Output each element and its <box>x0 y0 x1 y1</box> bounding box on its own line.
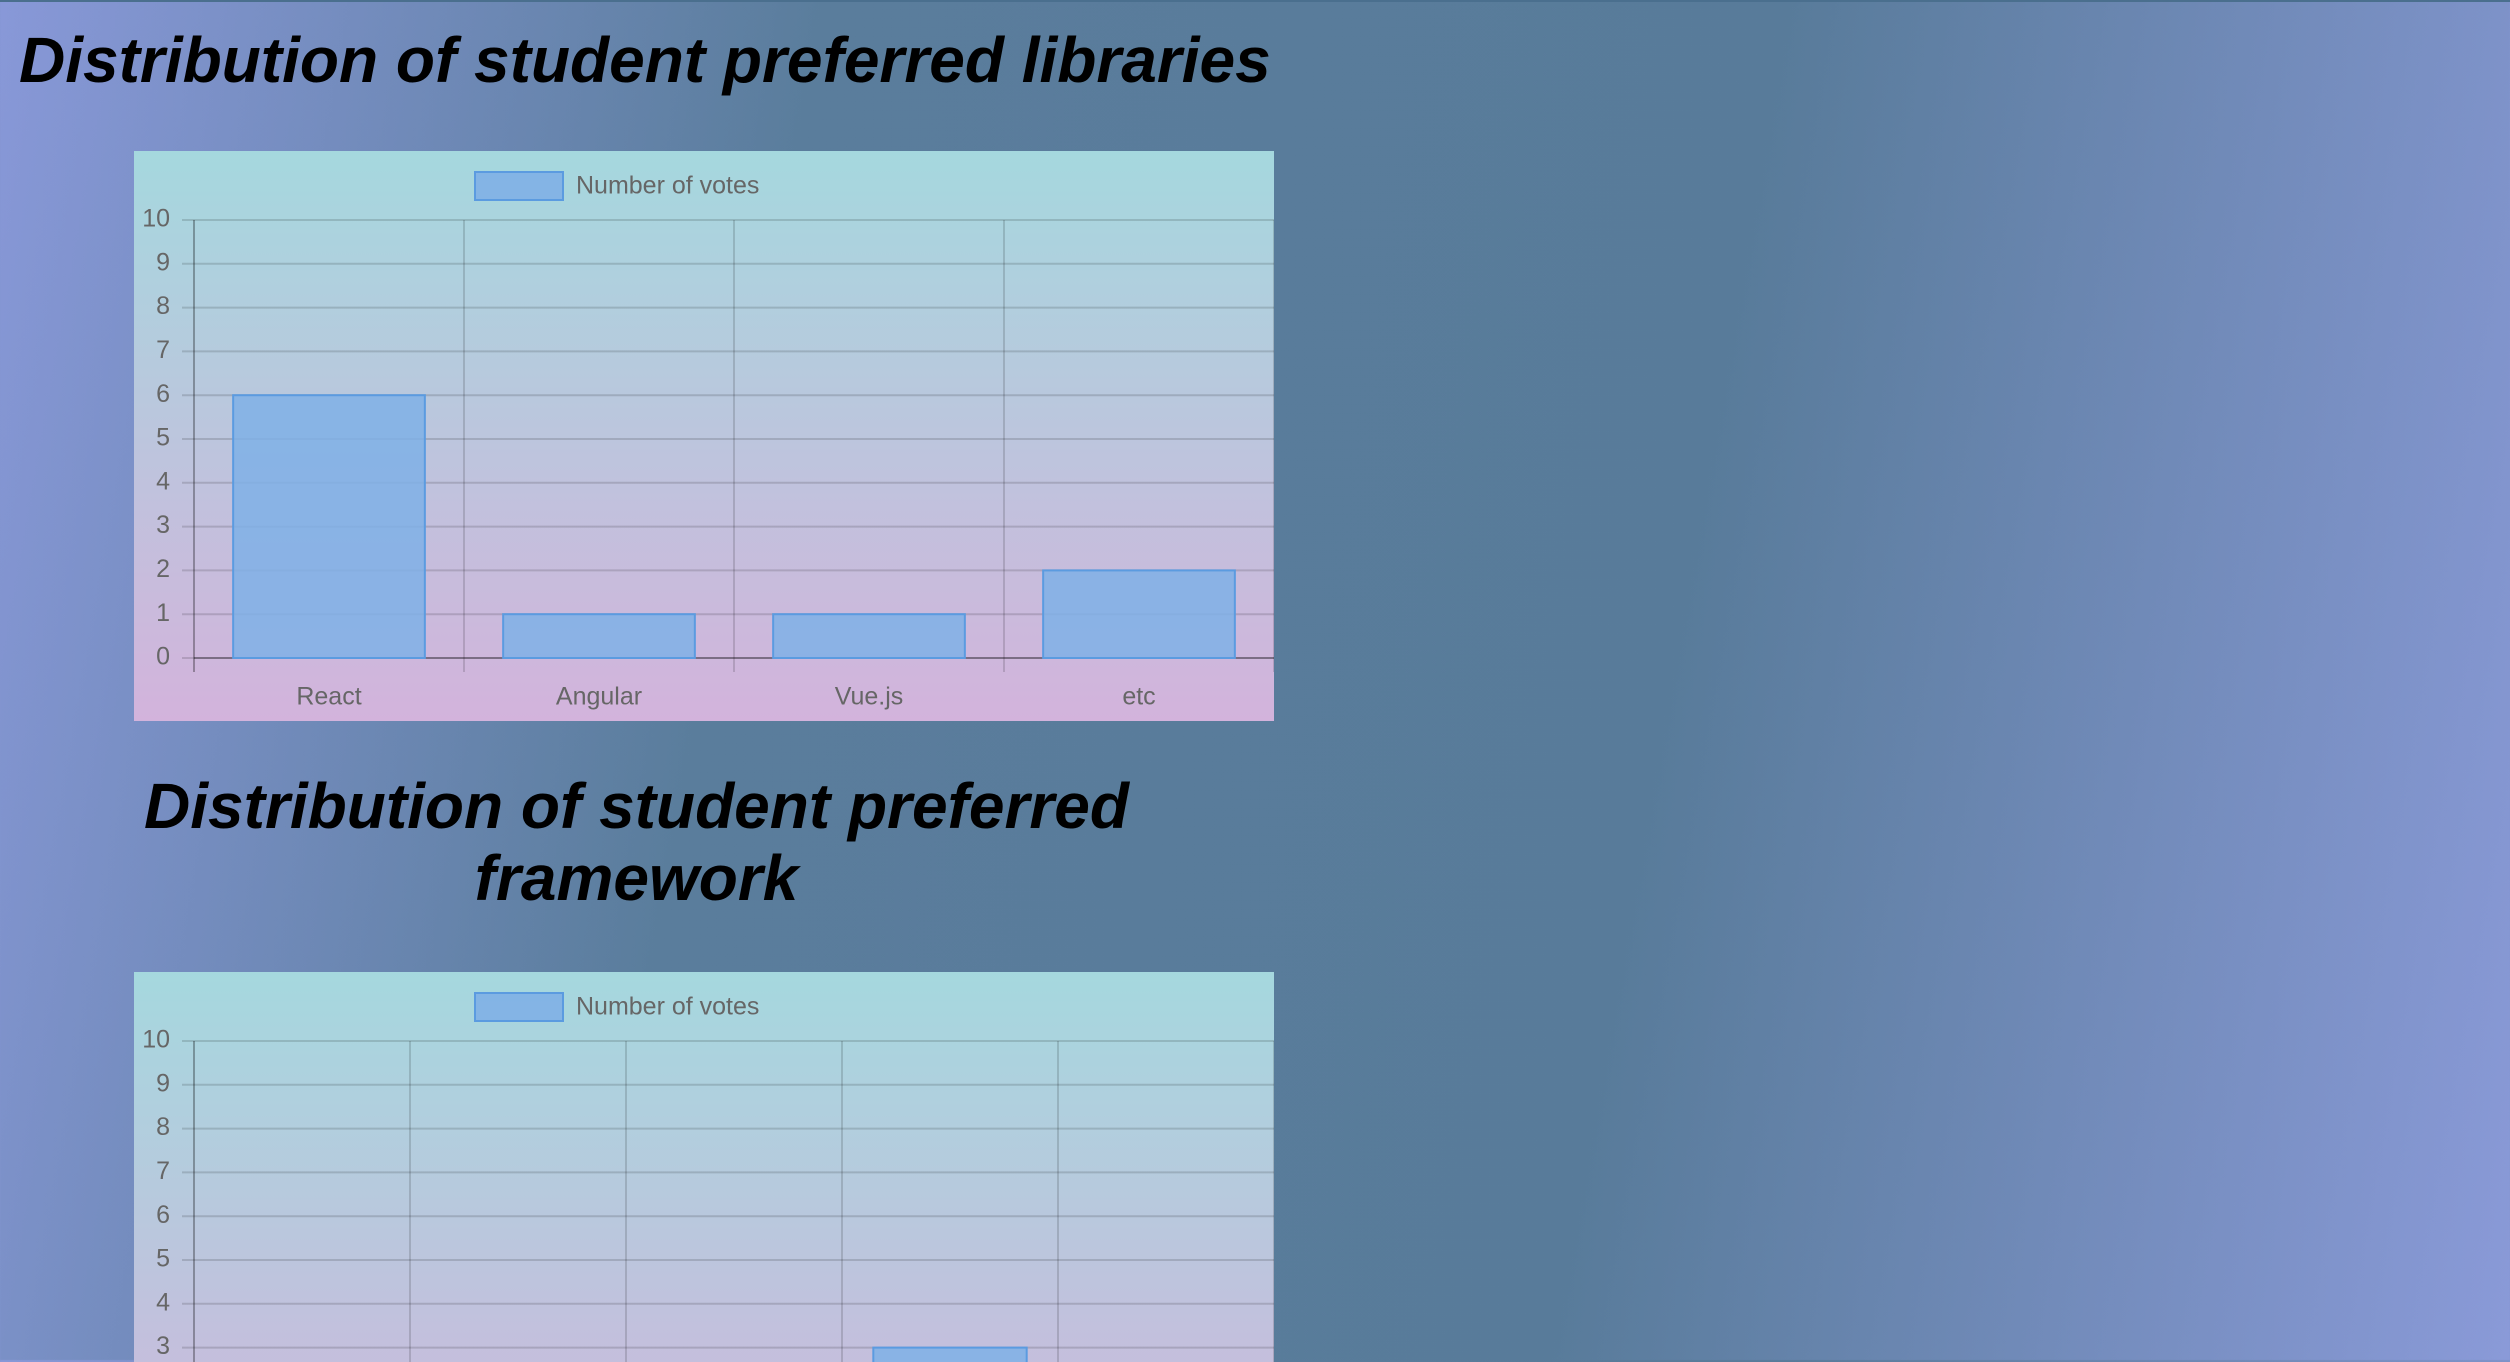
bar <box>1042 569 1236 659</box>
y-tick-label: 4 <box>156 1288 170 1316</box>
y-tick-label: 9 <box>156 1069 170 1097</box>
y-tick-label: 0 <box>156 643 170 671</box>
x-tick-label: etc <box>1122 683 1155 711</box>
x-tick-label: React <box>296 683 361 711</box>
y-tick-label: 5 <box>156 1245 170 1273</box>
y-tick-label: 7 <box>156 336 170 364</box>
chart: Number of votes 0 1 2 3 4 5 6 7 8 9 10 React Angular V… <box>134 151 1274 721</box>
legend-label: Number of votes <box>576 172 759 200</box>
y-tick-label: 10 <box>142 205 170 233</box>
legend-swatch <box>474 992 564 1022</box>
bar <box>502 613 696 660</box>
chart-background <box>134 972 1274 1362</box>
y-tick-label: 4 <box>156 467 170 495</box>
y-tick-label: 3 <box>156 511 170 539</box>
y-tick-label: 6 <box>156 1201 170 1229</box>
legend-swatch <box>474 171 564 201</box>
y-tick-label: 5 <box>156 424 170 452</box>
y-tick-label: 8 <box>156 1113 170 1141</box>
legend-label: Number of votes <box>576 993 759 1021</box>
y-tick-label: 8 <box>156 292 170 320</box>
y-tick-label: 1 <box>156 599 170 627</box>
y-tick-label: 10 <box>142 1026 170 1054</box>
bar <box>772 613 966 660</box>
bar <box>872 1346 1028 1362</box>
chart-title: Distribution of student preferred librar… <box>19 24 1271 96</box>
x-tick-label: Angular <box>556 683 642 711</box>
y-tick-label: 9 <box>156 248 170 276</box>
y-tick-label: 7 <box>156 1157 170 1185</box>
bar <box>232 394 426 659</box>
y-tick-label: 3 <box>156 1332 170 1360</box>
y-tick-label: 2 <box>156 555 170 583</box>
y-tick-label: 6 <box>156 380 170 408</box>
x-tick-label: Vue.js <box>835 683 904 711</box>
chart-title: Distribution of student preferred framew… <box>144 770 1129 914</box>
